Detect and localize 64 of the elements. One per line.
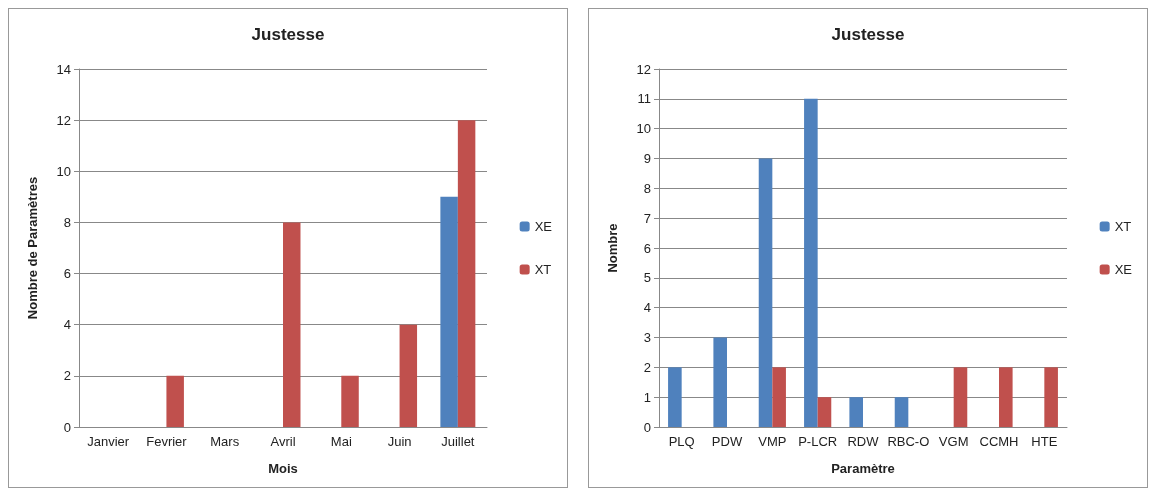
y-tick-label: 11 [637, 91, 651, 107]
x-tick-label: Mai [330, 434, 352, 449]
y-tick-label: 4 [643, 300, 651, 316]
x-tick-label: VGM [938, 434, 969, 449]
x-tick-label: Fevrier [146, 434, 188, 449]
y-axis-title: Nombre [605, 223, 620, 273]
y-axis-title: Nombre de Paramètres [25, 176, 40, 320]
bar [953, 367, 968, 427]
x-tick-label: RDW [847, 434, 880, 449]
x-tick-label: HTE [1031, 434, 1058, 449]
bar [772, 367, 786, 427]
y-tick-label: 6 [63, 266, 71, 282]
chart-title: Justesse [251, 25, 325, 44]
y-tick-label: 10 [56, 163, 71, 179]
y-tick-label: 14 [56, 61, 71, 77]
y-tick-label: 8 [643, 180, 651, 196]
legend-label: XE [1114, 262, 1133, 277]
bar [457, 120, 476, 427]
y-tick-label: 0 [643, 419, 651, 435]
bar [894, 397, 909, 427]
legend-label: XE [534, 219, 553, 234]
bar [341, 375, 359, 427]
bar [1044, 367, 1058, 427]
x-tick-label: Juillet [441, 434, 475, 449]
bar [999, 367, 1013, 427]
legend-label: XT [1114, 219, 1132, 234]
bar [440, 196, 458, 427]
y-tick-label: 0 [63, 419, 71, 435]
x-tick-label: Avril [270, 434, 296, 449]
y-tick-label: 12 [56, 112, 71, 128]
bar [804, 98, 818, 427]
x-tick-label: CCMH [979, 434, 1019, 449]
y-tick-label: 8 [63, 214, 71, 230]
bar [283, 222, 301, 427]
x-tick-label: PLQ [668, 434, 695, 449]
y-tick-label: 4 [63, 317, 71, 333]
x-tick-label: VMP [758, 434, 787, 449]
bar [399, 324, 418, 427]
y-tick-label: 6 [643, 240, 651, 256]
chart-title: Justesse [831, 25, 905, 44]
bar [817, 397, 832, 427]
legend-label: XT [534, 262, 552, 277]
x-tick-label: RBC-O [887, 434, 930, 449]
x-tick-label: Mars [210, 434, 240, 449]
y-tick-label: 10 [636, 121, 651, 137]
y-tick-label: 12 [636, 61, 651, 77]
y-tick-label: 3 [643, 330, 651, 345]
y-tick-label: 9 [643, 151, 651, 166]
x-tick-label: Janvier [87, 434, 130, 449]
bar [849, 397, 863, 427]
x-axis-title: Paramètre [831, 461, 895, 476]
x-axis-title: Mois [268, 461, 298, 476]
bar [668, 367, 682, 427]
bar [758, 158, 773, 427]
bar [713, 337, 727, 427]
x-tick-label: PDW [711, 434, 743, 449]
y-tick-label: 2 [643, 359, 651, 375]
x-tick-label: P-LCR [798, 434, 838, 449]
y-tick-label: 2 [63, 368, 71, 384]
y-tick-label: 1 [643, 389, 651, 405]
bar [166, 375, 184, 427]
x-tick-label: Juin [387, 434, 412, 449]
y-tick-label: 5 [643, 270, 651, 286]
y-tick-label: 7 [643, 210, 651, 226]
